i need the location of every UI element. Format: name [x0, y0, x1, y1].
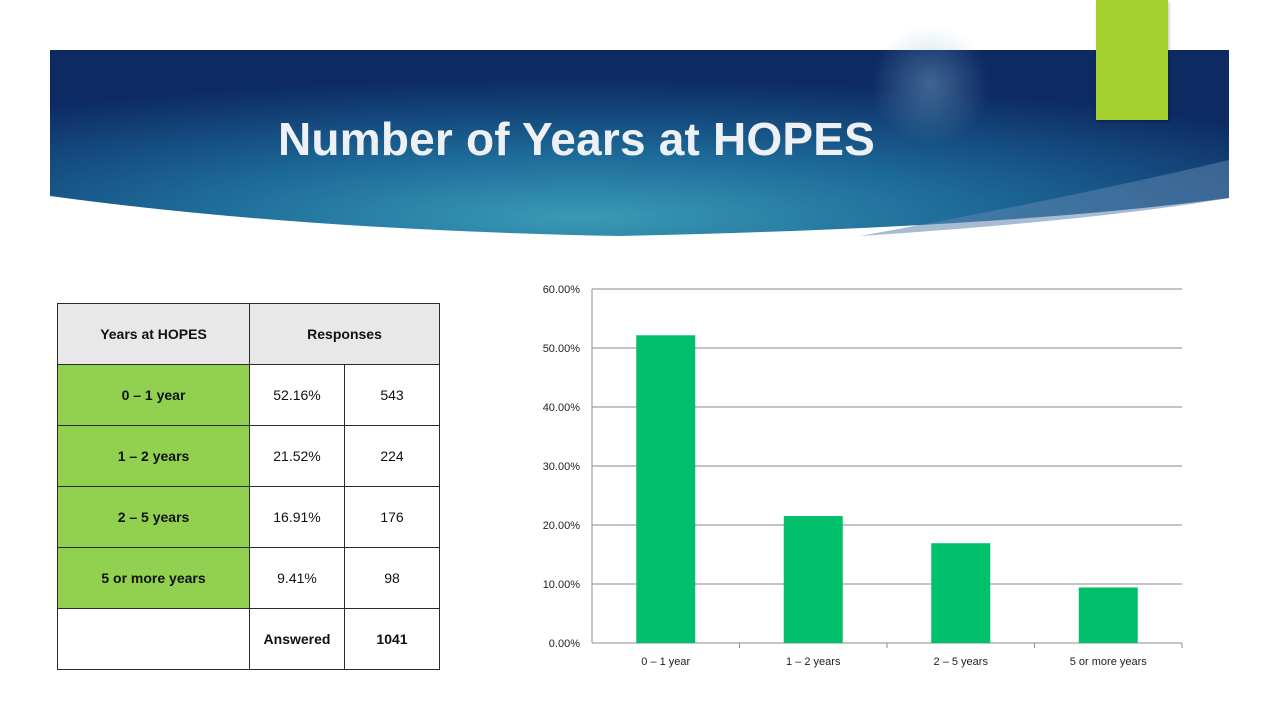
- slide-title: Number of Years at HOPES: [278, 113, 876, 165]
- bar: [1078, 587, 1138, 643]
- header-responses: Responses: [248, 303, 441, 365]
- row-percent: 21.52%: [249, 425, 345, 487]
- y-tick-label: 50.00%: [543, 343, 581, 355]
- x-tick-label: 5 or more years: [1070, 656, 1148, 668]
- row-label: 1 – 2 years: [57, 425, 250, 487]
- row-count: 224: [343, 425, 441, 487]
- table-row: 5 or more years 9.41% 98: [57, 547, 441, 609]
- bar: [931, 543, 991, 643]
- row-count: 98: [343, 547, 441, 609]
- row-count: 176: [343, 486, 441, 548]
- row-percent: 52.16%: [249, 364, 345, 426]
- bar: [783, 516, 843, 643]
- table-row: 2 – 5 years 16.91% 176: [57, 486, 441, 548]
- row-label: 0 – 1 year: [57, 364, 250, 426]
- row-label: 2 – 5 years: [57, 486, 250, 548]
- x-tick-label: 1 – 2 years: [786, 656, 841, 668]
- y-tick-label: 30.00%: [543, 461, 581, 473]
- y-tick-label: 60.00%: [543, 284, 581, 296]
- answered-total: 1041: [343, 608, 441, 670]
- table-row: 0 – 1 year 52.16% 543: [57, 364, 441, 426]
- footer-empty-cell: [57, 608, 250, 670]
- years-table: Years at HOPES Responses 0 – 1 year 52.1…: [57, 303, 441, 670]
- x-tick-label: 2 – 5 years: [934, 656, 989, 668]
- bar-chart: 0.00% 10.00% 20.00% 30.00% 40.00% 50.00% 60.00…: [543, 284, 1183, 668]
- bar: [636, 335, 696, 643]
- title-banner: [50, 25, 1229, 236]
- table-header-row: Years at HOPES Responses: [57, 303, 441, 365]
- accent-tab: [1096, 0, 1168, 120]
- y-tick-label: 20.00%: [543, 520, 581, 532]
- y-tick-label: 0.00%: [549, 638, 580, 650]
- row-percent: 9.41%: [249, 547, 345, 609]
- x-tick-label: 0 – 1 year: [641, 656, 690, 668]
- y-tick-label: 40.00%: [543, 402, 581, 414]
- answered-label: Answered: [249, 608, 345, 670]
- table-footer-row: Answered 1041: [57, 608, 441, 670]
- table-row: 1 – 2 years 21.52% 224: [57, 425, 441, 487]
- row-count: 543: [343, 364, 441, 426]
- row-label: 5 or more years: [57, 547, 250, 609]
- row-percent: 16.91%: [249, 486, 345, 548]
- y-tick-label: 10.00%: [543, 579, 581, 591]
- header-years: Years at HOPES: [57, 303, 250, 365]
